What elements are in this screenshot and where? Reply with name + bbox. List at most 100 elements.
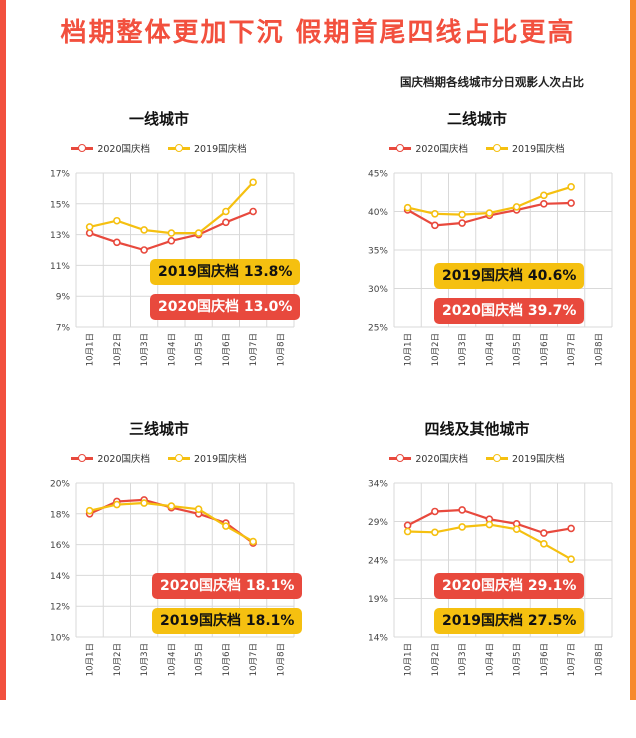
y-tick-label: 30% [368, 285, 388, 295]
data-point-2019 [249, 178, 257, 187]
x-tick-label: 10月7日 [249, 333, 259, 366]
data-point-2019 [222, 207, 230, 216]
x-tick-label: 10月8日 [276, 333, 286, 366]
data-point-2020 [113, 238, 121, 247]
data-point-2020 [567, 524, 575, 533]
x-tick-label: 10月3日 [140, 643, 150, 676]
legend: 2020国庆档 2019国庆档 [318, 451, 636, 465]
data-point-2019 [431, 210, 439, 218]
data-point-2020 [167, 236, 176, 245]
x-tick-label: 10月2日 [113, 333, 123, 366]
x-tick-label: 10月5日 [195, 643, 205, 676]
panel-title: 一线城市 [128, 110, 189, 128]
data-point-2019 [222, 522, 230, 530]
y-tick-label: 7% [56, 324, 71, 334]
y-tick-label: 19% [368, 595, 388, 605]
x-tick-label: 10月2日 [113, 643, 123, 676]
x-tick-label: 10月6日 [222, 643, 232, 676]
x-tick-label: 10月8日 [594, 333, 604, 366]
annotation-badge-2019: 2019国庆档 13.8% [150, 259, 301, 285]
legend-item-2020: 2020国庆档 [71, 141, 150, 155]
x-tick-label: 10月5日 [513, 643, 523, 676]
data-point-2020 [249, 207, 257, 216]
x-tick-label: 10月1日 [86, 643, 96, 676]
legend-label-2019: 2019国庆档 [512, 144, 565, 155]
data-point-2019 [567, 555, 575, 564]
data-point-2019 [403, 527, 412, 536]
x-tick-label: 10月1日 [86, 333, 96, 366]
x-tick-label: 10月6日 [540, 643, 550, 676]
legend: 2020国庆档 2019国庆档 [0, 451, 318, 465]
x-tick-label: 10月4日 [167, 333, 177, 366]
data-point-2019 [113, 216, 121, 225]
panel-title: 三线城市 [128, 420, 189, 438]
x-tick-label: 10月4日 [485, 333, 495, 366]
legend-label-2020: 2020国庆档 [97, 454, 150, 465]
data-point-2019 [512, 525, 521, 533]
legend-item-2019: 2019国庆档 [168, 141, 247, 155]
data-point-2019 [140, 226, 148, 234]
data-point-2020 [431, 507, 439, 516]
x-tick-label: 10月1日 [404, 643, 414, 676]
legend-label-2020: 2020国庆档 [97, 144, 150, 155]
data-point-2019 [540, 540, 548, 548]
data-point-2019 [485, 520, 494, 529]
right-accent-stripe [630, 0, 636, 700]
page-headline: 档期整体更加下沉 假期首尾四线占比更高 [60, 18, 576, 48]
data-point-2019 [458, 210, 466, 219]
legend-label-2019: 2019国庆档 [512, 454, 565, 465]
legend-swatch-2020 [389, 144, 412, 152]
data-point-2020 [403, 521, 412, 530]
legend-item-2019: 2019国庆档 [486, 141, 565, 155]
data-point-2020 [540, 529, 548, 537]
data-point-2019 [167, 502, 176, 510]
chart-panel-tier4: 四线及其他城市 2020国庆档 2019国庆档 34% 29% 24% 19% 14% 1… [318, 418, 636, 738]
x-tick-label: 10月8日 [594, 643, 604, 676]
y-tick-label: 35% [368, 247, 388, 257]
annotation-badge-2019: 2019国庆档 27.5% [434, 608, 585, 634]
data-point-2019 [512, 203, 521, 211]
data-point-2019 [403, 203, 412, 212]
panel-title: 二线城市 [446, 110, 507, 128]
legend-item-2019: 2019国庆档 [486, 451, 565, 465]
annotation-badge-2020: 2020国庆档 29.1% [434, 573, 585, 599]
legend-swatch-2019 [486, 144, 508, 152]
legend-swatch-2019 [486, 454, 508, 462]
legend-swatch-2020 [71, 454, 94, 462]
y-tick-label: 25% [368, 324, 388, 334]
y-tick-label: 14% [50, 572, 70, 582]
data-point-2019 [567, 183, 575, 191]
data-point-2020 [140, 246, 148, 254]
x-tick-label: 10月7日 [567, 333, 577, 366]
data-point-2019 [85, 223, 94, 231]
legend: 2020国庆档 2019国庆档 [318, 141, 636, 155]
legend-label-2019: 2019国庆档 [194, 454, 247, 465]
data-point-2019 [167, 229, 176, 237]
x-tick-label: 10月3日 [140, 333, 150, 366]
data-point-2019 [485, 209, 494, 217]
chart-panel-tier3: 三线城市 2020国庆档 2019国庆档 20% 18% 16% 14% 12% 10% 1… [0, 418, 318, 738]
legend-swatch-2019 [168, 144, 190, 152]
data-point-2019 [431, 528, 439, 537]
legend-label-2020: 2020国庆档 [415, 454, 468, 465]
y-tick-label: 18% [50, 510, 70, 520]
y-tick-label: 34% [368, 480, 388, 490]
y-tick-label: 13% [50, 231, 70, 241]
chart-subtitle: 国庆档期各线城市分日观影人次占比 [400, 75, 584, 89]
legend-label-2019: 2019国庆档 [194, 144, 247, 155]
data-point-2019 [540, 191, 548, 200]
x-tick-label: 10月4日 [167, 643, 177, 676]
x-tick-label: 10月2日 [431, 643, 441, 676]
annotation-badge-2020: 2020国庆档 39.7% [434, 298, 585, 324]
data-point-2020 [458, 219, 466, 227]
annotation-badge-2019: 2019国庆档 18.1% [152, 608, 303, 634]
data-point-2019 [85, 506, 94, 515]
x-tick-label: 10月6日 [540, 333, 550, 366]
x-tick-label: 10月3日 [458, 643, 468, 676]
data-point-2019 [458, 523, 466, 531]
data-point-2020 [567, 199, 575, 207]
y-tick-label: 17% [50, 170, 70, 180]
data-point-2020 [222, 218, 230, 227]
data-point-2019 [140, 499, 148, 507]
data-point-2019 [113, 500, 121, 509]
